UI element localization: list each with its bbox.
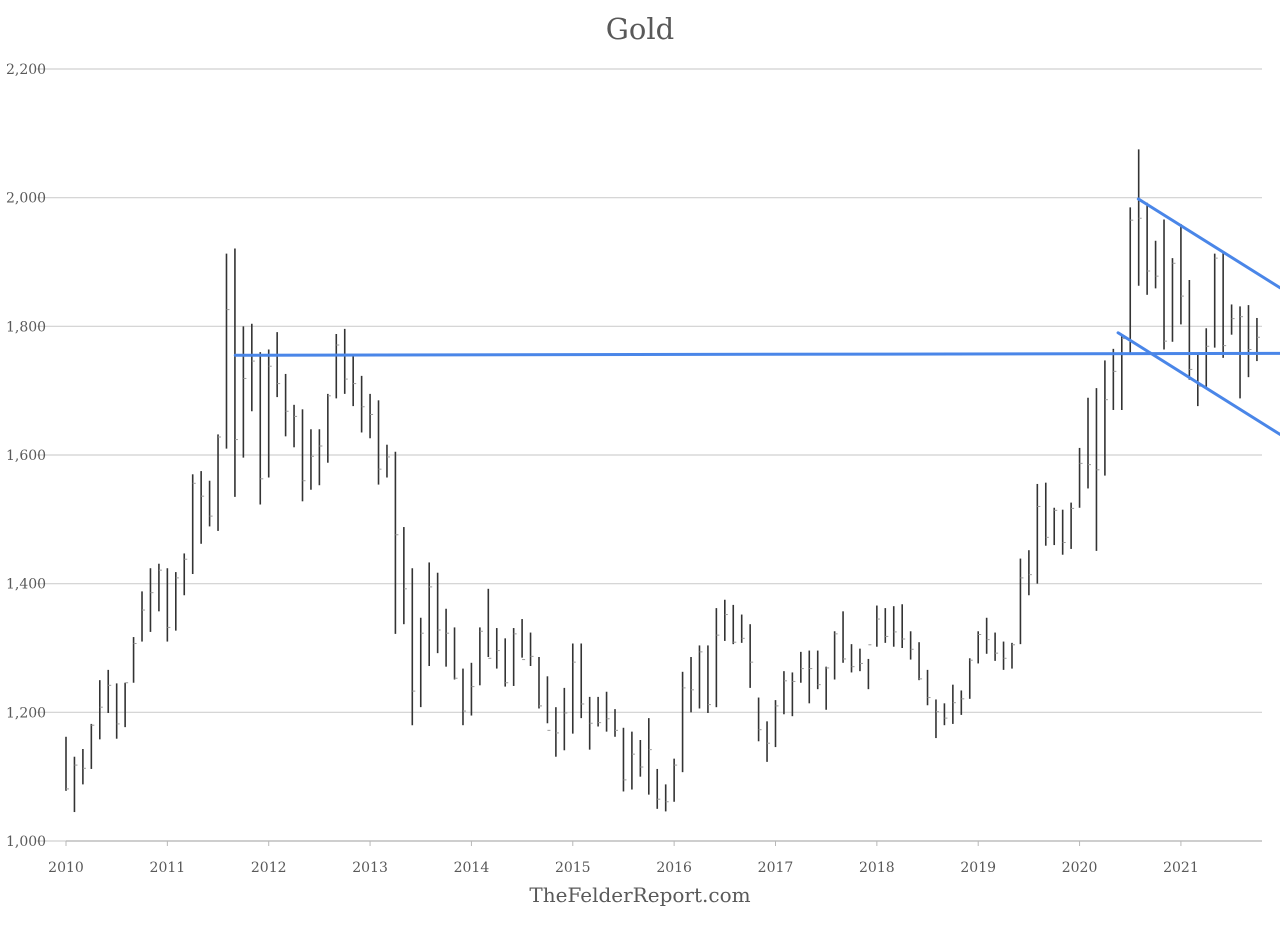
- x-tick-label: 2015: [555, 860, 591, 876]
- x-tick-label: 2021: [1163, 860, 1199, 876]
- y-tick-label: 2,000: [6, 191, 46, 207]
- x-tick-label: 2011: [150, 860, 186, 876]
- y-tick-label: 2,200: [6, 62, 46, 78]
- x-tick-label: 2013: [352, 860, 388, 876]
- trendline: [1136, 197, 1280, 290]
- x-tick-label: 2020: [1062, 860, 1098, 876]
- y-tick-label: 1,800: [6, 319, 46, 335]
- source-footer: TheFelderReport.com: [529, 883, 751, 907]
- x-tick-label: 2010: [48, 860, 84, 876]
- y-tick-label: 1,400: [6, 577, 46, 593]
- trendlines: [233, 197, 1280, 436]
- chart-title: Gold: [605, 12, 675, 46]
- y-tick-label: 1,600: [6, 448, 46, 464]
- y-tick-label: 1,200: [6, 705, 46, 721]
- x-tick-label: 2012: [251, 860, 287, 876]
- x-tick-label: 2017: [758, 860, 794, 876]
- y-tick-label: 1,000: [6, 834, 46, 850]
- trendline: [1116, 331, 1280, 436]
- axes: 1,000 1,200 1,400 1,600 1,800 2,000 2,200 2010 2…: [6, 62, 1262, 876]
- ohlc-bars: [65, 149, 1260, 813]
- trendline: [233, 351, 1280, 357]
- x-tick-label: 2019: [960, 860, 996, 876]
- x-tick-label: 2018: [859, 860, 895, 876]
- x-tick-label: 2014: [454, 860, 490, 876]
- x-tick-label: 2016: [656, 860, 692, 876]
